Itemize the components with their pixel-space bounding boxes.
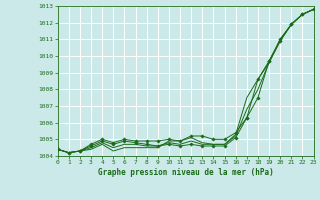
X-axis label: Graphe pression niveau de la mer (hPa): Graphe pression niveau de la mer (hPa)	[98, 168, 274, 177]
